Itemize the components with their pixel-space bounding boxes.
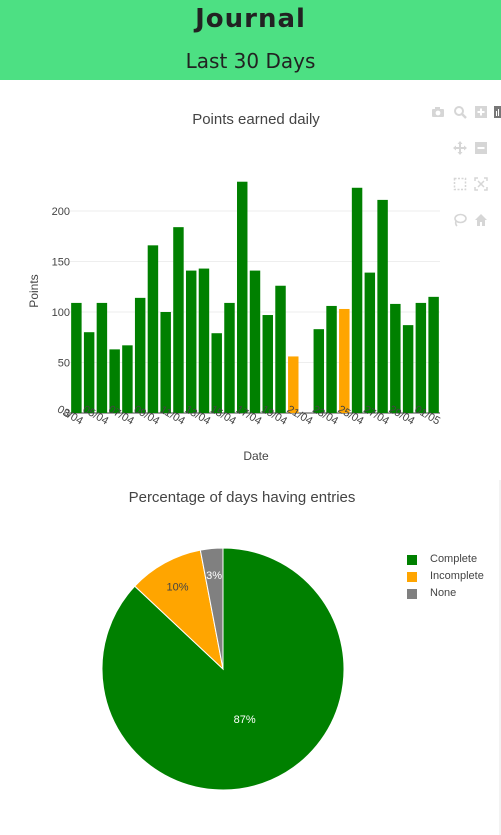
legend-item-complete[interactable]: Complete (405, 553, 495, 567)
legend-label-incomplete: Incomplete (430, 570, 484, 582)
lasso-icon[interactable] (452, 212, 468, 228)
bar[interactable] (185, 270, 197, 413)
legend-label-none: None (430, 587, 457, 599)
box-select-icon[interactable] (452, 176, 468, 192)
bar[interactable] (109, 349, 120, 413)
bar[interactable] (364, 272, 376, 413)
bar[interactable] (134, 297, 146, 413)
app-title: Journal (195, 4, 306, 34)
bar[interactable] (262, 315, 273, 413)
bar[interactable] (402, 325, 414, 413)
bar[interactable] (211, 333, 222, 413)
y-axis-label: Points (27, 274, 41, 307)
bar[interactable] (122, 345, 133, 413)
bar[interactable] (326, 305, 337, 413)
pie-value-label: 10% (166, 581, 188, 593)
bar[interactable] (96, 302, 108, 413)
bar[interactable] (288, 356, 299, 413)
chart-toolbar (424, 100, 501, 240)
bar[interactable] (147, 245, 159, 413)
bar[interactable] (224, 302, 235, 413)
camera-icon[interactable] (430, 104, 446, 120)
zoom-icon[interactable] (452, 104, 468, 120)
legend-item-incomplete[interactable]: Incomplete (405, 570, 495, 584)
legend-swatch-incomplete (407, 572, 417, 582)
y-tick-label: 100 (52, 307, 70, 319)
pie-chart-title: Percentage of days having entries (129, 489, 356, 506)
y-tick-label: 150 (52, 257, 70, 269)
autoscale-icon[interactable] (473, 176, 489, 192)
pan-icon[interactable] (452, 140, 468, 156)
legend-swatch-none (407, 589, 417, 599)
pie-value-label: 3% (206, 570, 222, 582)
bar[interactable] (275, 285, 286, 413)
bar[interactable] (351, 187, 363, 413)
pie-value-label: 87% (234, 714, 256, 726)
legend-label-complete: Complete (430, 553, 478, 565)
app-subtitle: Last 30 Days (185, 49, 316, 73)
plotly-logo-icon[interactable] (494, 104, 501, 120)
app-header: Journal Last 30 Days (0, 0, 501, 80)
bar[interactable] (71, 302, 82, 413)
legend-swatch-complete (407, 555, 417, 565)
bar[interactable] (249, 270, 261, 413)
bar[interactable] (339, 308, 350, 413)
zoom-out-icon[interactable] (473, 140, 489, 156)
y-tick-label: 200 (52, 206, 70, 218)
bar[interactable] (415, 302, 427, 413)
legend-item-none[interactable]: None (405, 587, 495, 601)
bar[interactable] (313, 329, 325, 413)
scroll-edge (499, 480, 501, 835)
x-tick-label: 21/04 (285, 403, 315, 427)
bar[interactable] (237, 181, 248, 413)
reset-axes-icon[interactable] (473, 212, 489, 228)
bar[interactable] (160, 312, 171, 413)
bar[interactable] (198, 268, 210, 413)
y-tick-label: 50 (58, 358, 70, 370)
pie-slice-none[interactable] (199, 547, 224, 670)
bar[interactable] (428, 296, 439, 413)
pie-slice-incomplete[interactable] (134, 549, 224, 671)
y-tick-label: 0 (64, 408, 70, 420)
bar[interactable] (390, 303, 401, 413)
bar[interactable] (377, 199, 388, 413)
bar-chart-title: Points earned daily (192, 111, 320, 128)
bar[interactable] (83, 332, 95, 413)
x-axis-label: Date (243, 449, 269, 463)
bar[interactable] (173, 227, 184, 413)
entries-pie-chart: Percentage of days having entries 87% 10%… (101, 489, 356, 791)
zoom-in-icon[interactable] (473, 104, 489, 120)
